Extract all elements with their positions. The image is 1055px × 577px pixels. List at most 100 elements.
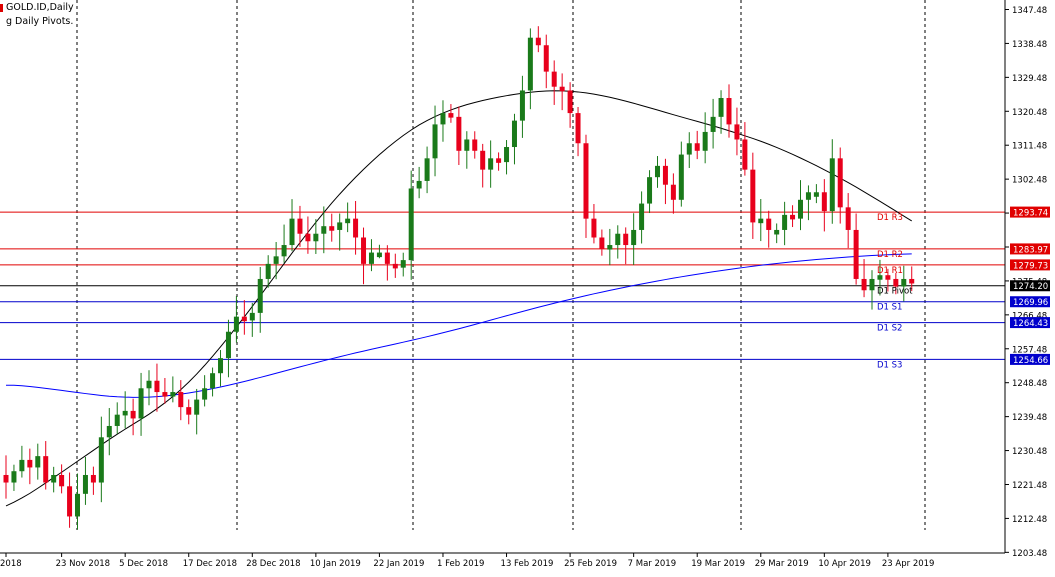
candle-body [535,37,541,46]
bearish-candle [766,210,772,248]
bearish-candle [329,213,335,242]
price-tick-label: 1311.48 [1012,142,1047,152]
bearish-candle [734,107,740,156]
bearish-candle [154,363,160,412]
bearish-candle [853,213,859,285]
candle-body [281,245,287,257]
time-tick-label: 10 Apr 2019 [818,559,871,569]
bullish-candle [19,445,25,478]
bullish-candle [464,131,470,169]
bearish-candle [821,179,827,232]
bullish-candle [504,140,510,175]
time-tick-label: 10 Jan 2019 [310,559,361,569]
bullish-candle [51,466,57,493]
pivot-level-label: D1 S2 [877,324,902,334]
candle-body [273,256,279,264]
candle-body [647,177,653,204]
bullish-candle [210,367,216,397]
candle-body [289,218,295,246]
candle-body [146,380,152,389]
candle-body [662,165,668,185]
candle-body [631,229,637,246]
bullish-candle [194,388,200,435]
bullish-candle [146,370,152,406]
bullish-candle [869,270,875,310]
bearish-candle [861,259,867,298]
bullish-candle [607,228,613,266]
bullish-candle [11,464,17,491]
candle-body [432,124,438,159]
bullish-candle [265,255,271,288]
candle-body [790,214,796,220]
indicator-label: g Daily Pivots. [6,16,74,27]
pivot-level-label: D1 R2 [877,250,903,260]
pivot-level-label: D1 R1 [877,266,903,276]
candle-body [384,252,390,264]
bearish-candle [909,266,915,292]
bullish-candle [805,185,811,221]
pivot-level-label: D1 S1 [877,303,902,313]
candle-body [766,218,772,230]
candle-body [821,192,827,212]
candle-body [51,474,57,483]
bearish-candle [551,60,557,105]
candle-body [845,207,851,230]
time-tick-label: 7 Mar 2019 [628,559,676,569]
candle-body [233,316,239,332]
candle-body [837,158,843,208]
bearish-candle [186,399,192,425]
bullish-candle [798,180,803,231]
bearish-candle [575,107,581,157]
bearish-candle [353,200,359,255]
bullish-candle [647,170,653,214]
candle-body [321,226,327,234]
candle-body [3,474,9,483]
bullish-candle [122,391,128,429]
candle-body [877,275,883,280]
bearish-candle [670,173,676,214]
candle-body [122,410,128,416]
bullish-candle [511,113,517,165]
candle-body [829,158,835,212]
candle-body [162,392,168,397]
candle-body [90,474,96,483]
bearish-candle [750,152,756,239]
bearish-candle [297,205,303,247]
bullish-candle [519,75,525,138]
bearish-candle [456,106,462,166]
bearish-candle [559,73,565,111]
bullish-candle [114,402,120,434]
bullish-candle [782,201,788,246]
bullish-candle [98,416,104,503]
bullish-candle [901,265,907,302]
candle-body [82,474,88,494]
time-tick-label: 19 Mar 2019 [691,559,745,569]
price-tick-label: 1329.48 [1012,74,1047,84]
bullish-candle [527,28,533,110]
price-tick-label: 1203.48 [1012,549,1047,559]
time-tick-label: 23 Apr 2019 [882,559,935,569]
bearish-candle [496,152,502,171]
price-tag-box [1010,206,1050,218]
price-tick-label: 1221.48 [1012,481,1047,491]
candle-body [400,260,406,268]
bearish-candle [27,448,33,485]
candle-body [329,226,335,231]
price-tag-box [1010,353,1050,365]
bullish-candle [368,239,374,272]
bullish-candle [710,98,716,149]
candle-body [106,425,112,438]
symbol-label: GOLD.ID,Daily [6,2,74,13]
candle-body [154,380,160,393]
bearish-candle [694,130,700,160]
candle-body [265,263,271,279]
candle-body [710,116,716,132]
bullish-candle [138,372,144,436]
bullish-candle [488,140,494,188]
candle-body [313,233,319,242]
price-tag-label: 1283.97 [1013,245,1048,255]
bullish-candle [615,225,621,259]
time-tick-label: 28 Dec 2018 [246,559,300,569]
